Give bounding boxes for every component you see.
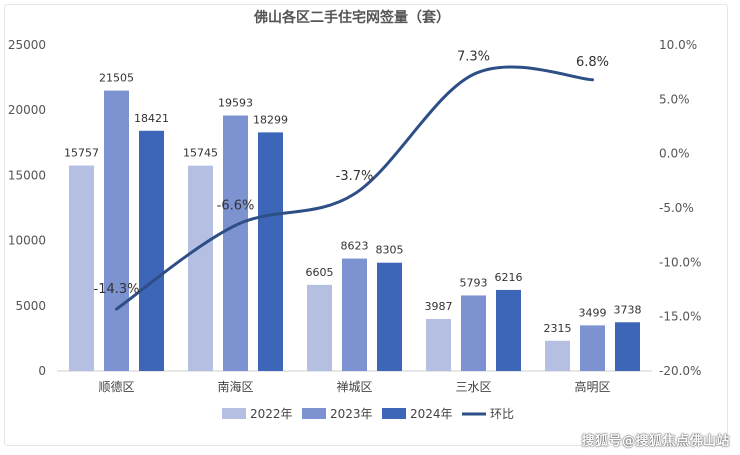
y-right-tick-label: -10.0% — [659, 255, 701, 269]
y-right-tick-label: -5.0% — [659, 201, 694, 215]
chart-title: 佛山各区二手住宅网签量（套） — [253, 9, 450, 26]
bar — [104, 90, 129, 371]
bar — [258, 132, 283, 371]
legend-label: 环比 — [490, 407, 514, 421]
y-left-tick-label: 20000 — [8, 103, 46, 117]
legend: 2022年 2023年 2024年 环比 — [222, 407, 514, 421]
y-right-tick-label: 10.0% — [659, 38, 697, 52]
x-tick-label: 禅城区 — [336, 380, 372, 394]
line-data-label: -14.3% — [94, 282, 140, 297]
bar — [377, 262, 402, 371]
bar-data-label: 8305 — [376, 244, 404, 257]
y-right-tick-label: 0.0% — [659, 147, 690, 161]
watermark: 搜狐号@搜狐焦点佛山站 — [581, 434, 730, 449]
line-data-label: 7.3% — [457, 49, 490, 64]
bar-data-label: 2315 — [544, 322, 572, 335]
x-tick-label: 三水区 — [455, 380, 491, 394]
bar-data-label: 3738 — [614, 303, 642, 316]
bar-data-label: 18421 — [134, 112, 169, 125]
bar — [223, 115, 248, 371]
line-data-label: -3.7% — [336, 169, 374, 184]
bar-data-label: 5793 — [460, 276, 488, 289]
axes: 0 5000 10000 15000 20000 25000 -20.0% -15.0% -10… — [8, 38, 702, 394]
bar — [496, 289, 521, 371]
bar — [69, 165, 94, 371]
bar-data-label: 3499 — [579, 306, 607, 319]
bar-data-label: 6216 — [495, 271, 523, 284]
line-data-label: 6.8% — [576, 55, 609, 70]
bar — [188, 165, 213, 371]
bar-data-label: 15745 — [183, 147, 218, 160]
bar — [615, 322, 640, 371]
bar — [139, 130, 164, 371]
legend-swatch — [222, 408, 246, 419]
bar-data-label: 19593 — [218, 97, 253, 110]
bar-data-label: 3987 — [425, 300, 453, 313]
bar-data-label: 6605 — [306, 266, 334, 279]
x-tick-label: 高明区 — [574, 379, 610, 394]
y-left-tick-label: 25000 — [8, 38, 46, 52]
y-right-tick-label: -15.0% — [659, 310, 701, 324]
bar-data-label: 8623 — [341, 240, 369, 253]
bar — [342, 258, 367, 371]
y-left-tick-label: 15000 — [8, 168, 46, 182]
line-data-label: -6.6% — [217, 198, 255, 213]
bar-series: 15757 15745 6605 3987 2315 21505 19593 8623 5793… — [64, 72, 642, 371]
line-path — [115, 65, 594, 311]
bar-data-label: 15757 — [64, 147, 99, 160]
y-left-tick-label: 5000 — [15, 299, 46, 313]
bar — [461, 295, 486, 371]
legend-label: 2022年 — [250, 407, 293, 421]
legend-label: 2023年 — [330, 407, 373, 421]
bar — [580, 325, 605, 371]
legend-swatch — [382, 408, 406, 419]
bar-data-label: 18299 — [253, 113, 288, 126]
line-series: -14.3% -6.6% -3.7% 7.3% 6.8% — [94, 49, 609, 311]
bar — [426, 319, 451, 371]
bar — [307, 284, 332, 371]
y-left-tick-label: 0 — [38, 364, 46, 378]
bar — [545, 340, 570, 371]
y-left-tick-label: 10000 — [8, 234, 46, 248]
legend-swatch — [302, 408, 326, 419]
bar-data-label: 21505 — [99, 72, 134, 85]
x-tick-label: 南海区 — [217, 379, 253, 394]
x-tick-label: 顺德区 — [98, 379, 134, 394]
y-right-tick-label: 5.0% — [659, 92, 690, 106]
y-right-tick-label: -20.0% — [659, 364, 701, 378]
legend-label: 2024年 — [410, 407, 453, 421]
